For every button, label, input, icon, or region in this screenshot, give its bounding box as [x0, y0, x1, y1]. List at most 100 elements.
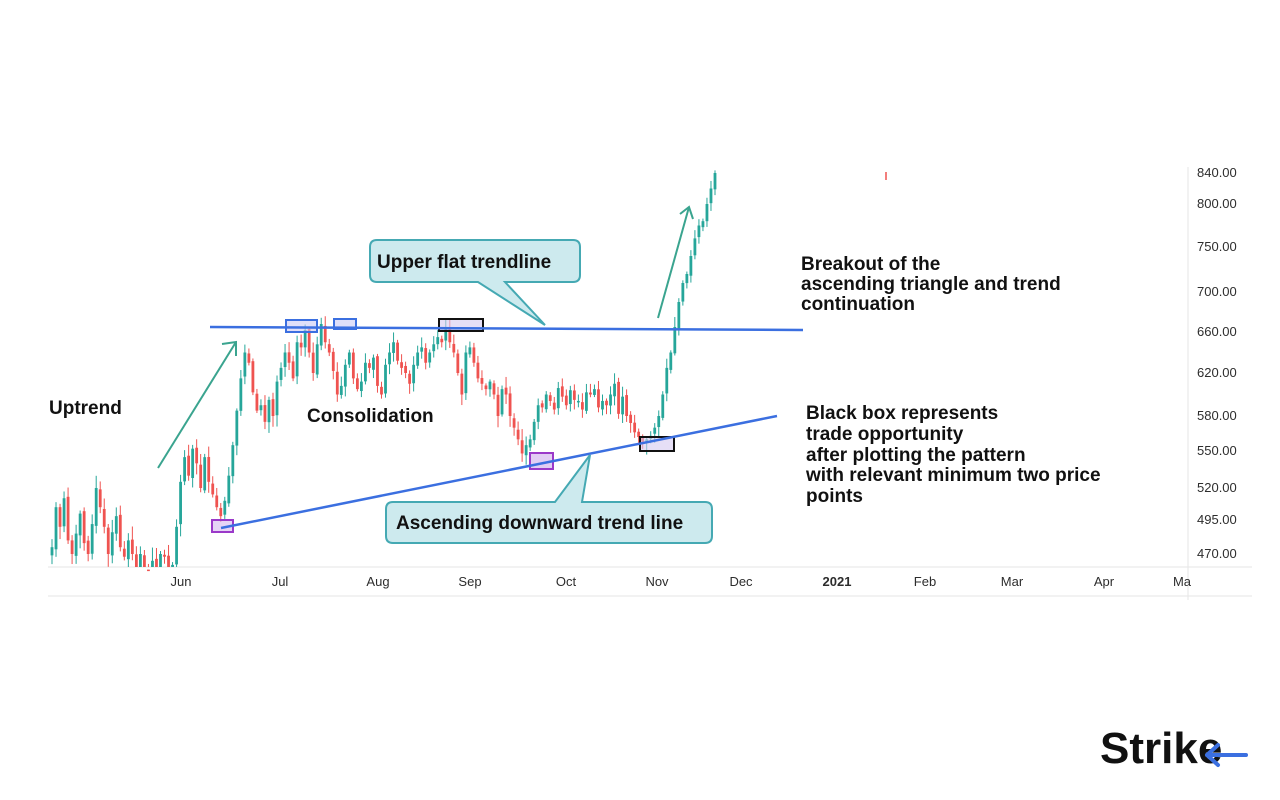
candle-body — [376, 356, 379, 386]
candle-body — [347, 352, 351, 365]
candle-body — [251, 361, 255, 393]
x-tick-label: 2021 — [823, 574, 852, 589]
breakout-arrow — [657, 205, 694, 319]
candle-body — [609, 394, 612, 406]
y-tick-label: 800.00 — [1197, 196, 1237, 211]
uptrend-label: Uptrend — [49, 398, 122, 419]
lower-trendline-callout: Ascending downward trend line — [385, 454, 713, 544]
candle-body — [98, 489, 102, 508]
candle-body — [263, 405, 267, 422]
candle-body — [134, 554, 138, 567]
candle-body — [677, 302, 681, 329]
candle-body — [50, 547, 54, 556]
candle-body — [484, 385, 488, 390]
candle-body — [331, 351, 335, 371]
upper-trendline-callout-text: Upper flat trendline — [377, 252, 551, 273]
x-axis: Jun Jul Aug Sep Oct Nov Dec 2021 Feb Mar Apr Ma — [171, 574, 1192, 589]
y-axis: 840.00 800.00 750.00 700.00 660.00 620.00 580.… — [1197, 165, 1237, 561]
x-tick-label: Sep — [458, 574, 481, 589]
candle-body — [66, 496, 70, 541]
candle-body — [231, 445, 235, 477]
candle-body — [118, 514, 122, 548]
candle-body — [319, 324, 323, 346]
candle-body — [416, 352, 420, 366]
candle-body — [299, 342, 303, 348]
candle-body — [179, 481, 182, 525]
candle-body — [613, 383, 616, 397]
x-tick-label: Jul — [272, 574, 289, 589]
candle-body — [508, 393, 512, 416]
candle-body — [552, 402, 556, 410]
candle-body — [360, 381, 363, 392]
candle-body — [94, 488, 98, 526]
candle-body — [468, 347, 472, 355]
consolidation-label: Consolidation — [307, 406, 434, 427]
candle-body — [629, 414, 633, 423]
logo-text: Strike — [1100, 724, 1222, 773]
breakout-label-line-1: Breakout of the — [801, 254, 940, 275]
candle-body — [404, 365, 407, 373]
candle-body — [564, 395, 568, 406]
candle-body — [585, 392, 588, 411]
x-tick-label: Oct — [556, 574, 577, 589]
x-tick-label: Feb — [914, 574, 936, 589]
candle-body — [709, 188, 713, 204]
candles-layer — [50, 170, 717, 572]
candle-body — [139, 554, 142, 567]
candle-body — [130, 539, 134, 554]
candle-body — [215, 495, 219, 508]
candle-body — [428, 352, 432, 363]
candle-body — [291, 361, 295, 379]
black-box-label-line-1: Black box represents — [806, 403, 998, 424]
candle-body — [589, 392, 592, 395]
candle-body — [456, 353, 460, 373]
breakout-label-line-2: ascending triangle and trend — [801, 274, 1061, 295]
y-tick-label: 620.00 — [1197, 365, 1237, 380]
candle-body — [203, 457, 207, 491]
candle-body — [372, 357, 375, 370]
upper-flat-trendline — [209, 325, 804, 332]
candle-body — [701, 221, 705, 228]
candle-body — [657, 416, 661, 428]
candle-body — [693, 238, 697, 256]
candle-body — [548, 395, 552, 401]
candle-body — [106, 527, 110, 554]
candle-body — [78, 513, 82, 536]
candle-body — [199, 464, 203, 488]
candle-body — [488, 381, 492, 390]
x-tick-label: Apr — [1094, 574, 1115, 589]
candle-body — [247, 353, 251, 363]
candle-body — [388, 352, 391, 365]
black-box-label-line-2: trade opportunity — [806, 424, 964, 445]
resistance-touch-box — [333, 318, 357, 330]
candle-body — [195, 447, 199, 464]
uptrend-arrow — [157, 340, 237, 469]
candle-body — [163, 554, 166, 557]
candle-body — [70, 540, 74, 554]
candle-body — [524, 445, 528, 456]
candle-body — [621, 396, 624, 415]
x-tick-label: Nov — [645, 574, 669, 589]
candle-body — [384, 364, 387, 394]
candle-body — [697, 225, 701, 238]
upper-trendline-callout: Upper flat trendline — [369, 239, 581, 326]
candle-body — [661, 394, 665, 418]
candle-body — [351, 352, 355, 379]
candle-body — [601, 400, 604, 410]
x-tick-label: Dec — [729, 574, 753, 589]
y-tick-label: 470.00 — [1197, 546, 1237, 561]
candle-body — [211, 483, 215, 495]
candle-body — [448, 327, 452, 343]
black-box-label-line-5: points — [806, 486, 863, 507]
candle-body — [500, 389, 504, 415]
breakout-label-line-3: continuation — [801, 294, 915, 315]
candle-body — [472, 347, 476, 363]
candle-body — [110, 532, 114, 556]
candle-body — [689, 256, 693, 276]
candle-body — [536, 405, 540, 422]
candle-body — [283, 352, 287, 368]
candle-body — [243, 352, 247, 377]
y-tick-label: 550.00 — [1197, 443, 1237, 458]
candle-body — [476, 362, 480, 379]
